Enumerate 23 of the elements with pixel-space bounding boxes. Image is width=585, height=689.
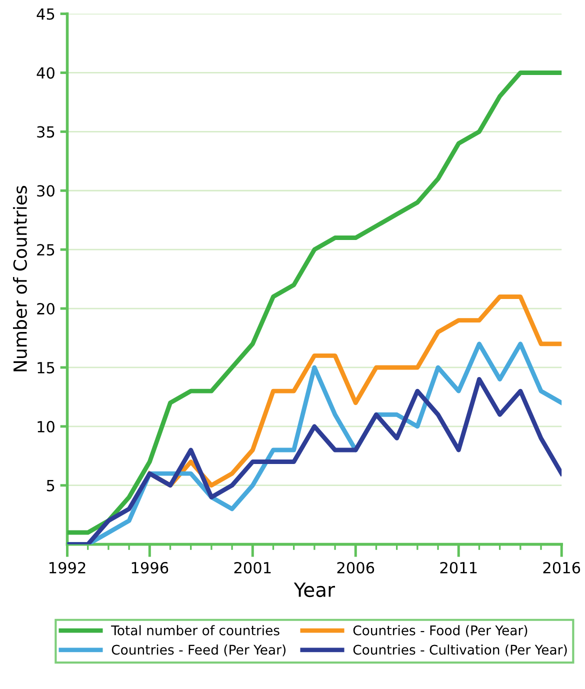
y-tick-label: 45: [36, 8, 54, 20]
x-tick-label: 2006: [337, 562, 374, 574]
y-axis-title: Number of Countries: [13, 186, 27, 372]
x-tick-label: 2016: [543, 562, 580, 574]
line-series: [67, 70, 562, 535]
y-tick-label: 30: [37, 185, 54, 197]
y-tick-label: 10: [38, 420, 54, 432]
x-tick-label: 1996: [132, 562, 168, 574]
legend-label: Countries - Food (Per Year): [353, 625, 528, 637]
x-tick-label: 2011: [440, 562, 477, 574]
x-tick-label: 2001: [234, 562, 271, 574]
x-axis-title: Year: [294, 582, 336, 598]
x-tick-label: 1992: [50, 562, 86, 574]
y-tick-label: 5: [46, 480, 54, 492]
legend-label: Countries - Feed (Per Year): [112, 644, 286, 656]
y-tick-label: 15: [38, 362, 54, 374]
legend-label: Countries - Cultivation (Per Year): [353, 644, 567, 656]
y-tick-label: 20: [37, 302, 54, 315]
y-tick-label: 35: [37, 126, 54, 138]
legend-label: Total number of countries: [111, 625, 280, 636]
line-series: [147, 294, 562, 488]
y-tick-label: 40: [36, 67, 54, 79]
y-tick-label: 25: [37, 244, 54, 256]
